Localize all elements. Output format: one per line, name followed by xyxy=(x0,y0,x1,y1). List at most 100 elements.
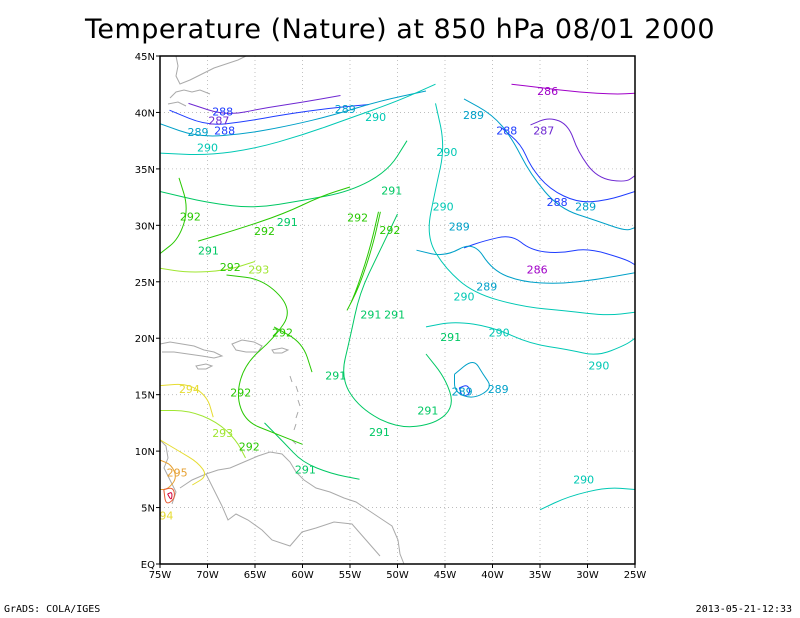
coastline-cuba xyxy=(160,341,224,359)
contour-294 xyxy=(160,439,206,486)
y-tick-label: 10N xyxy=(135,447,155,458)
contour-label-291: 291 xyxy=(198,244,219,257)
contour-label-293: 293 xyxy=(212,427,233,440)
contour-label-287: 287 xyxy=(208,114,229,127)
coastline-hispaniola xyxy=(231,339,263,353)
contour-295 xyxy=(160,459,176,490)
contours xyxy=(160,83,635,511)
coastline-puerto-rico xyxy=(271,347,290,354)
y-tick-label: EQ xyxy=(141,560,155,571)
contour-label-288: 288 xyxy=(214,125,235,138)
x-tick-label: 75W xyxy=(149,570,172,581)
contour-label-288: 288 xyxy=(547,196,568,209)
x-tick-label: 45W xyxy=(434,570,457,581)
coastline-central-america xyxy=(160,439,177,505)
contour-292 xyxy=(197,186,351,242)
contour-292 xyxy=(346,211,381,311)
y-tick-label: 35N xyxy=(135,165,155,176)
contour-286 xyxy=(511,83,635,95)
contour-289 xyxy=(160,90,427,137)
x-tick-label: 50W xyxy=(386,570,409,581)
contour-label-290: 290 xyxy=(197,142,218,155)
contour-label-289: 289 xyxy=(335,103,356,116)
contour-label-294: 294 xyxy=(152,510,173,523)
contour-label-292: 292 xyxy=(347,212,368,225)
chart-title: Temperature (Nature) at 850 hPa 08/01 20… xyxy=(84,14,716,45)
contour-label-292: 292 xyxy=(379,224,400,237)
contour-293 xyxy=(160,410,246,459)
contour-label-288: 288 xyxy=(496,125,517,138)
contour-291 xyxy=(264,422,360,480)
contour-290 xyxy=(539,487,635,511)
coastline-jamaica xyxy=(195,363,214,370)
contour-label-290: 290 xyxy=(433,200,454,213)
contour-label-287: 287 xyxy=(533,125,554,138)
x-tick-label: 25W xyxy=(624,570,647,581)
y-tick-label: 25N xyxy=(135,278,155,289)
x-tick-label: 70W xyxy=(196,570,219,581)
contour-292 xyxy=(160,177,187,254)
footer-timestamp: 2013-05-21-12:33 xyxy=(695,604,792,615)
contour-label-289: 289 xyxy=(463,109,484,122)
contour-label-289: 289 xyxy=(188,126,209,139)
contour-label-290: 290 xyxy=(365,111,386,124)
contour-label-291: 291 xyxy=(369,426,390,439)
contour-288 xyxy=(463,236,635,266)
contour-label-294: 294 xyxy=(179,383,200,396)
contour-label-291: 291 xyxy=(417,405,438,418)
contour-292 xyxy=(226,274,303,445)
contour-label-293: 293 xyxy=(248,263,269,276)
x-tick-label: 65W xyxy=(244,570,267,581)
contour-label-292: 292 xyxy=(254,225,275,238)
x-tick-label: 40W xyxy=(481,570,504,581)
contour-label-289: 289 xyxy=(449,221,470,234)
coastlines xyxy=(160,56,405,564)
contour-297 xyxy=(167,492,173,500)
contour-293 xyxy=(160,261,256,273)
y-tick-label: 15N xyxy=(135,391,155,402)
contour-291 xyxy=(343,213,452,428)
x-tick-label: 55W xyxy=(339,570,362,581)
coastline-antilles xyxy=(289,375,301,445)
contour-label-291: 291 xyxy=(440,331,461,344)
contour-288 xyxy=(501,127,635,203)
contour-label-288: 288 xyxy=(212,105,233,118)
x-tick-label: 60W xyxy=(291,570,314,581)
contour-label-291: 291 xyxy=(384,309,405,322)
coastline-south-america xyxy=(179,451,405,564)
x-tick-label: 30W xyxy=(576,570,599,581)
contour-label-292: 292 xyxy=(180,210,201,223)
contour-label-290: 290 xyxy=(573,473,594,486)
contour-label-291: 291 xyxy=(360,309,381,322)
coastline-northeast xyxy=(167,56,247,107)
contour-289 xyxy=(454,361,490,398)
y-tick-label: 30N xyxy=(135,221,155,232)
contour-label-295: 295 xyxy=(167,467,188,480)
contour-label-289: 289 xyxy=(476,280,497,293)
y-tick-label: 5N xyxy=(141,504,155,515)
contour-label-290: 290 xyxy=(489,327,510,340)
contour-290 xyxy=(425,322,635,355)
contour-label-289: 289 xyxy=(575,200,596,213)
contour-287 xyxy=(530,118,635,182)
axis-ticks: 75W 70W 65W 60W 55W 50W 45W 40W 35W 30W 25W EQ 5N 10N… xyxy=(135,52,647,581)
contour-label-291: 291 xyxy=(381,184,402,197)
contour-294 xyxy=(160,383,214,418)
footer-credit: GrADS: COLA/IGES xyxy=(4,604,101,615)
contour-label-291: 291 xyxy=(277,216,298,229)
contour-label-290: 290 xyxy=(454,291,475,304)
x-tick-label: 35W xyxy=(529,570,552,581)
coastline-south-america-inland xyxy=(205,473,381,557)
contour-288 xyxy=(169,104,370,125)
contour-label-290: 290 xyxy=(588,359,609,372)
contour-287 xyxy=(188,95,341,114)
y-tick-label: 40N xyxy=(135,108,155,119)
contour-label-292: 292 xyxy=(230,387,251,400)
contour-label-292: 292 xyxy=(272,327,293,340)
y-tick-label: 20N xyxy=(135,334,155,345)
y-tick-label: 45N xyxy=(135,52,155,63)
contour-label-292: 292 xyxy=(220,261,241,274)
contour-label-290: 290 xyxy=(436,146,457,159)
